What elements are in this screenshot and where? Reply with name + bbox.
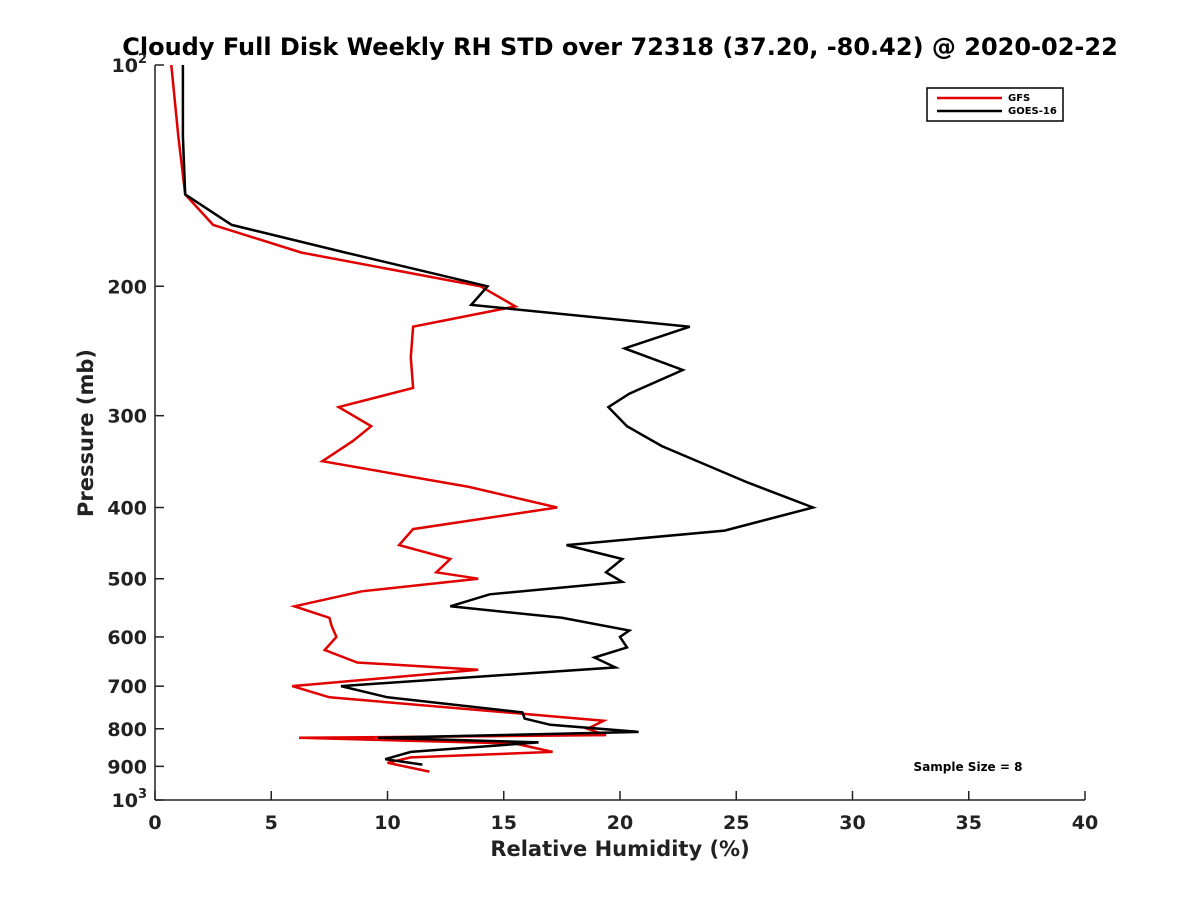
y-tick-label: 700 (107, 676, 147, 698)
x-tick-label: 5 (265, 812, 278, 834)
chart-title: Cloudy Full Disk Weekly RH STD over 7231… (122, 33, 1118, 61)
y-tick-label: 800 (107, 719, 147, 741)
y-tick-label: 900 (107, 756, 147, 778)
x-tick-label: 30 (839, 812, 865, 834)
series-line-goes16 (181, 65, 818, 766)
y-tick-label: 300 (107, 406, 147, 428)
y-tick-label: 102 (112, 52, 148, 77)
plot-lines (170, 64, 818, 773)
x-tick-label: 0 (148, 812, 161, 834)
x-ticks: 0 5 10 15 20 25 30 35 40 (148, 791, 1098, 834)
sample-size-annotation: Sample Size = 8 (914, 760, 1023, 774)
legend-label-gfs: GFS (1008, 93, 1030, 104)
x-axis-label: Relative Humidity (%) (490, 837, 749, 861)
y-ticks: 102 200 300 400 500 600 700 800 900 103 (107, 52, 164, 812)
y-tick-label: 103 (112, 787, 148, 812)
legend: GFS GOES-16 (926, 87, 1064, 122)
x-tick-label: 15 (491, 812, 517, 834)
legend-box (926, 87, 1064, 122)
x-tick-label: 35 (956, 812, 982, 834)
x-tick-label: 10 (374, 812, 400, 834)
y-tick-label: 400 (107, 498, 147, 520)
y-tick-label: 200 (107, 276, 147, 298)
y-tick-label: 600 (107, 627, 147, 649)
y-tick-label: 500 (107, 569, 147, 591)
legend-label-goes16: GOES-16 (1008, 106, 1057, 117)
y-axis-label: Pressure (mb) (74, 349, 98, 517)
x-tick-label: 40 (1072, 812, 1098, 834)
x-tick-label: 25 (723, 812, 749, 834)
x-tick-label: 20 (607, 812, 633, 834)
